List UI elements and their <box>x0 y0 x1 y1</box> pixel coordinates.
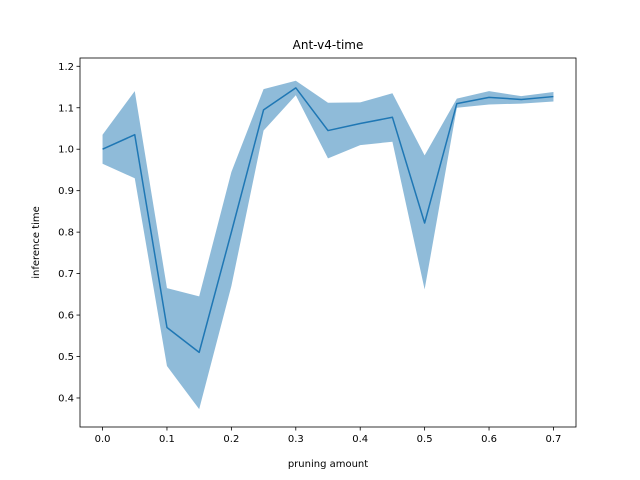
plot-area <box>102 80 554 410</box>
axes: 0.0 0.1 0.2 0.3 0.4 0.5 0.6 0.7 0.4 0.5 0.6 0.7 0.8 0… <box>58 57 577 445</box>
chart-title: Ant-v4-time <box>293 38 364 52</box>
x-tick-label: 0.6 <box>481 434 497 445</box>
x-tick-label: 0.7 <box>546 434 562 445</box>
y-tick-label: 1.2 <box>58 62 74 73</box>
x-tick-label: 0.5 <box>417 434 433 445</box>
y-tick-label: 0.8 <box>58 228 74 239</box>
x-axis-label: pruning amount <box>288 459 368 470</box>
y-axis-label: inference time <box>31 206 42 279</box>
y-tick-label: 0.6 <box>58 311 74 322</box>
y-tick-label: 0.4 <box>58 393 74 404</box>
axes-frame <box>79 57 577 428</box>
x-tick-label: 0.3 <box>288 434 304 445</box>
x-tick-label: 0.4 <box>352 434 368 445</box>
x-tick-label: 0.0 <box>95 434 111 445</box>
y-tick-label: 1.1 <box>58 103 74 114</box>
y-tick-label: 0.5 <box>58 352 74 363</box>
y-tick-label: 0.9 <box>58 186 74 197</box>
x-tick-label: 0.2 <box>223 434 239 445</box>
y-tick-label: 0.7 <box>58 269 74 280</box>
x-tick-label: 0.1 <box>159 434 175 445</box>
y-tick-label: 1.0 <box>58 145 74 156</box>
